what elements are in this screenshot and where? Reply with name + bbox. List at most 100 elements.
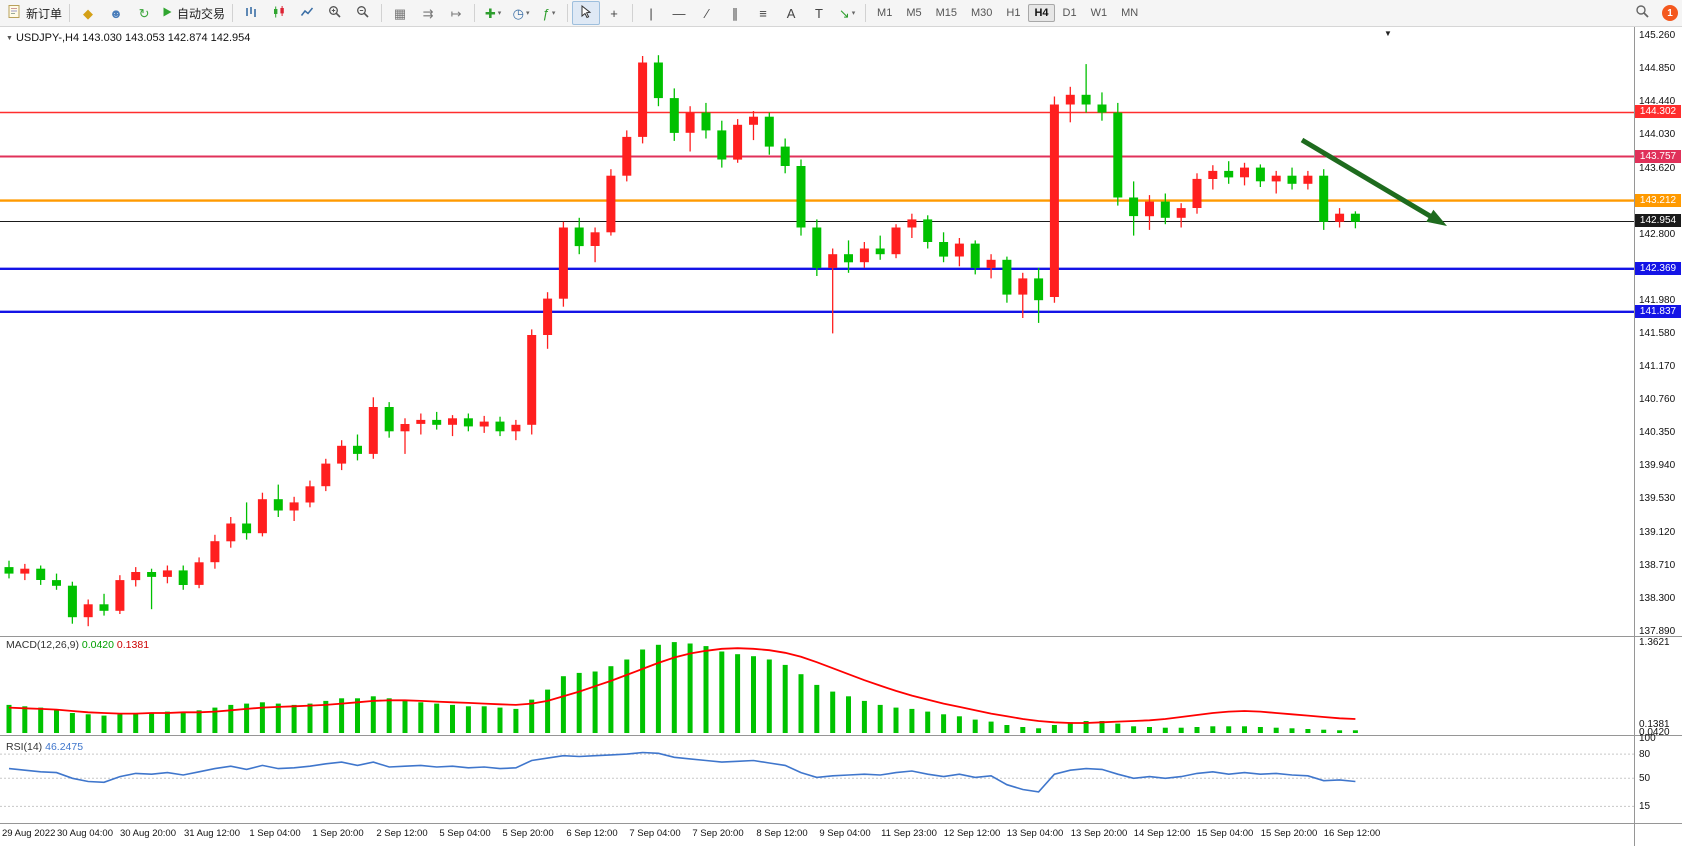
candle-body xyxy=(796,166,806,228)
bar-chart-button[interactable] xyxy=(237,1,265,25)
macd-bar xyxy=(1115,723,1121,733)
text-button-glyph: A xyxy=(786,5,796,21)
candle-body xyxy=(859,248,869,263)
trend-arrow-annotation[interactable] xyxy=(1300,137,1447,226)
vertical-line-button[interactable]: | xyxy=(637,1,665,25)
crosshair-button[interactable]: + xyxy=(600,1,628,25)
text-button[interactable]: A xyxy=(777,1,805,25)
macd-axis-tag: 0.0420 xyxy=(1639,727,1670,738)
refresh-icon-button[interactable]: ↻ xyxy=(130,1,158,25)
candle-body xyxy=(337,445,347,464)
one-click-trading-toggle[interactable]: ▼ xyxy=(6,35,13,42)
macd-bar xyxy=(1099,721,1105,733)
timeframe-d1-button[interactable]: D1 xyxy=(1062,7,1077,19)
candle-body xyxy=(1240,167,1249,178)
macd-bar xyxy=(640,649,646,733)
macd-bar xyxy=(735,654,741,733)
timeframe-w1-button[interactable]: W1 xyxy=(1090,7,1108,19)
time-axis-label: 29 Aug 2022 xyxy=(2,828,56,839)
horizontal-line-button[interactable]: — xyxy=(665,1,693,25)
candle-body xyxy=(321,463,331,487)
line-chart-button[interactable] xyxy=(293,1,321,25)
timeframe-h4-button[interactable]: H4 xyxy=(1028,4,1055,22)
toolbar-separator xyxy=(69,4,71,22)
scroll-to-end-marker[interactable]: ▼ xyxy=(1384,29,1392,38)
tile-windows-button[interactable]: ▦ xyxy=(386,1,414,25)
rsi-label: RSI(14) 46.2475 xyxy=(6,741,83,753)
macd-bar xyxy=(1036,728,1042,733)
timeframe-mn-button[interactable]: MN xyxy=(1121,7,1139,19)
macd-bar xyxy=(782,664,788,733)
candle-body xyxy=(210,541,220,563)
price-axis-label: 137.890 xyxy=(1639,626,1676,637)
candle-body xyxy=(844,254,853,263)
zoom-out-button[interactable] xyxy=(349,1,377,25)
candle-body xyxy=(622,136,632,176)
candle-body xyxy=(1034,278,1044,301)
rsi-name: RSI(14) xyxy=(6,741,43,753)
arrows-button[interactable]: ↘ ▾ xyxy=(833,1,861,25)
symbol-ohlc-text: USDJPY-,H4 143.030 143.053 142.874 142.9… xyxy=(15,32,251,44)
panel-separator-macd[interactable] xyxy=(0,636,1682,637)
macd-bar xyxy=(877,704,883,733)
channel-button[interactable]: ∥ xyxy=(721,1,749,25)
candle-body xyxy=(1224,170,1234,178)
chart-symbol-info: ▼ USDJPY-,H4 143.030 143.053 142.874 142.… xyxy=(6,32,250,44)
auto-trading-button[interactable]: 自动交易 xyxy=(158,1,228,25)
fibonacci-button[interactable]: ≡ xyxy=(749,1,777,25)
candle-body xyxy=(828,254,838,268)
notification-badge[interactable]: 1 xyxy=(1662,5,1678,21)
rsi-axis-label: 100 xyxy=(1639,733,1656,744)
toolbar: 新订单 ◆ ☻ ↻ 自动交易 ▦ ⇉ ↦ ✚ ▾ ◷ ▾ ƒ ▾ + | — ∕ ∥ ≡ A T ↘ ▾ M1 M5 M15 M30 H… xyxy=(0,0,1682,27)
macd-bar xyxy=(370,696,376,733)
macd-bar xyxy=(228,704,234,733)
accounts-icon-button[interactable]: ☻ xyxy=(102,1,130,25)
time-axis-label: 11 Sep 23:00 xyxy=(881,828,937,839)
time-axis-label: 13 Sep 04:00 xyxy=(1006,828,1064,839)
macd-bar xyxy=(69,713,75,733)
market-depth-icon-button[interactable]: ◆ xyxy=(74,1,102,25)
arrows-button-caret: ▾ xyxy=(851,10,856,17)
auto-scroll-button[interactable]: ⇉ xyxy=(414,1,442,25)
time-axis-label: 6 Sep 12:00 xyxy=(566,828,618,839)
macd-axis-max: 1.3621 xyxy=(1639,637,1670,648)
periods-button[interactable]: ◷ ▾ xyxy=(507,1,535,25)
candle-body xyxy=(527,335,537,425)
macd-bar xyxy=(1337,730,1343,733)
macd-signal-value: 0.1381 xyxy=(116,639,150,651)
macd-bar xyxy=(22,706,28,733)
timeframe-m30-button[interactable]: M30 xyxy=(971,7,993,19)
time-axis-label: 13 Sep 20:00 xyxy=(1070,828,1128,839)
new-order-button[interactable]: 新订单 xyxy=(4,1,65,25)
candle-body xyxy=(242,523,252,534)
price-axis-label: 141.980 xyxy=(1639,295,1676,306)
timeframe-m1-button[interactable]: M1 xyxy=(877,7,893,19)
candlestick-chart-button[interactable] xyxy=(265,1,293,25)
candles-layer xyxy=(4,55,1360,627)
timeframe-h1-button[interactable]: H1 xyxy=(1006,7,1021,19)
cursor-icon xyxy=(579,4,593,22)
new-chart-button-glyph: ✚ xyxy=(484,5,496,21)
time-axis-label: 7 Sep 20:00 xyxy=(692,828,744,839)
panel-separator-rsi[interactable] xyxy=(0,735,1682,736)
chart-shift-button[interactable]: ↦ xyxy=(442,1,470,25)
time-axis-label: 5 Sep 04:00 xyxy=(439,828,491,839)
toolbar-separator xyxy=(474,4,476,22)
candle-body xyxy=(131,572,141,581)
label-button[interactable]: T xyxy=(805,1,833,25)
search-button[interactable] xyxy=(1628,1,1656,25)
time-axis-label: 14 Sep 12:00 xyxy=(1133,828,1191,839)
timeframe-m5-button[interactable]: M5 xyxy=(906,7,922,19)
candle-body xyxy=(36,568,46,580)
candle-body xyxy=(685,112,695,133)
timeframe-m15-button[interactable]: M15 xyxy=(935,7,957,19)
macd-bar xyxy=(6,704,12,733)
zoom-in-button[interactable] xyxy=(321,1,349,25)
indicators-button[interactable]: ƒ ▾ xyxy=(535,1,563,25)
trendline-button[interactable]: ∕ xyxy=(693,1,721,25)
candle-body xyxy=(733,124,743,160)
candle-body xyxy=(495,421,505,432)
macd-bar xyxy=(592,671,598,733)
cursor-button[interactable] xyxy=(572,1,601,25)
new-chart-button[interactable]: ✚ ▾ xyxy=(479,1,507,25)
